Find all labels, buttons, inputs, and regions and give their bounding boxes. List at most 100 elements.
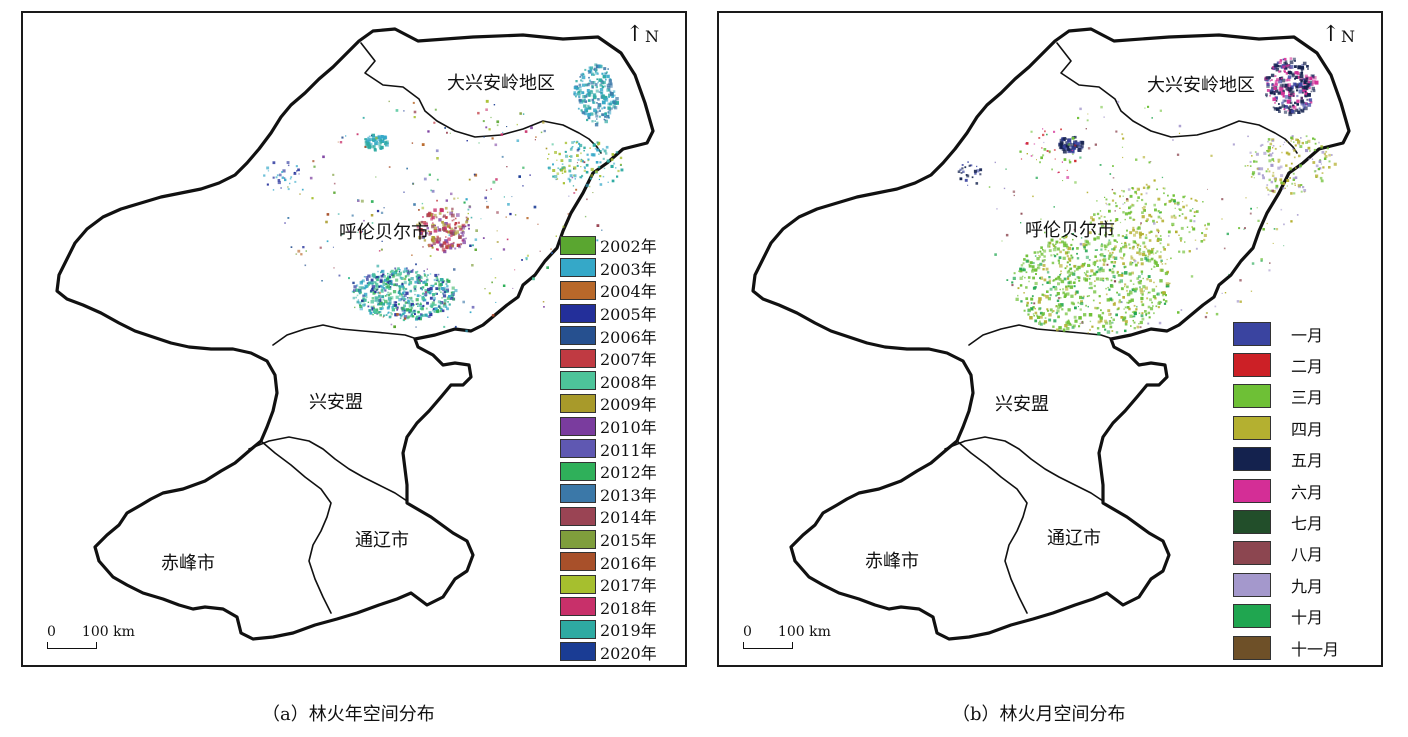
fire-point	[1059, 250, 1062, 254]
fire-point	[1055, 243, 1057, 245]
fire-point	[380, 211, 384, 214]
fire-point	[1178, 214, 1181, 217]
fire-point	[1059, 264, 1063, 268]
fire-point	[973, 169, 977, 173]
fire-point	[1088, 259, 1091, 261]
fire-point	[1142, 253, 1146, 257]
fire-point	[543, 129, 546, 133]
fire-point	[379, 284, 383, 288]
fire-point	[1269, 142, 1273, 146]
fire-point	[1106, 233, 1108, 235]
fire-point	[284, 177, 286, 179]
fire-point	[431, 301, 435, 305]
fire-point	[1321, 150, 1325, 154]
fire-point	[444, 206, 448, 210]
fire-point	[604, 112, 607, 115]
fire-point	[423, 239, 427, 242]
fire-point	[305, 250, 307, 252]
fire-point	[1126, 306, 1130, 309]
fire-point	[421, 235, 425, 239]
fire-point	[1297, 110, 1301, 114]
fire-point	[437, 300, 441, 304]
fire-point	[472, 244, 474, 247]
fire-point	[368, 138, 372, 141]
fire-point	[451, 294, 453, 296]
fire-point	[591, 120, 594, 123]
fire-point	[1140, 222, 1142, 225]
fire-point	[1300, 72, 1303, 75]
fire-point	[363, 276, 366, 278]
daxinganling-boundary	[1056, 42, 1298, 154]
fire-point	[457, 221, 460, 224]
fire-point	[411, 142, 414, 144]
fire-point	[1045, 267, 1049, 271]
fire-point	[389, 275, 392, 278]
fire-point	[607, 106, 611, 110]
fire-point	[588, 185, 591, 188]
fire-point	[423, 270, 425, 272]
fire-point	[1291, 135, 1294, 138]
fire-point	[287, 164, 290, 167]
fire-point	[394, 303, 398, 307]
fire-point	[596, 121, 599, 124]
fire-point	[1062, 249, 1065, 252]
fire-point	[1099, 254, 1101, 256]
fire-point	[602, 175, 605, 178]
fire-point	[1088, 277, 1091, 280]
fire-point	[442, 223, 446, 227]
fire-point	[1026, 301, 1029, 305]
fire-point	[429, 286, 433, 291]
fire-point	[1282, 89, 1285, 92]
fire-point	[1110, 224, 1114, 227]
fire-point	[1141, 215, 1145, 219]
fire-point	[1253, 160, 1256, 163]
fire-point	[403, 277, 407, 281]
fire-point	[422, 281, 425, 284]
fire-point	[589, 66, 594, 70]
fire-point	[1268, 170, 1271, 173]
fire-point	[1036, 257, 1040, 261]
legend-item: 2018年	[560, 596, 657, 619]
fire-point	[400, 313, 403, 317]
fire-point	[1138, 188, 1140, 191]
fire-point	[576, 91, 581, 96]
fire-point	[1283, 110, 1288, 114]
fire-point	[1030, 155, 1033, 157]
fire-point	[601, 229, 603, 231]
fire-point	[1210, 154, 1213, 157]
fire-point	[1289, 91, 1294, 96]
fire-point	[1138, 281, 1142, 285]
fire-point	[594, 63, 598, 67]
fire-point	[1184, 241, 1186, 243]
fire-point	[1094, 255, 1097, 258]
fire-point	[1044, 231, 1046, 234]
scale-label: 100 km	[777, 624, 831, 640]
fire-point	[416, 226, 420, 229]
fire-point	[1065, 144, 1069, 148]
fire-point	[379, 297, 382, 299]
fire-point	[488, 292, 491, 295]
fire-point	[1124, 322, 1128, 326]
fire-point	[319, 246, 322, 249]
region-label-hinggan: 兴安盟	[309, 392, 363, 413]
fire-point	[582, 92, 585, 94]
fire-point	[287, 186, 289, 188]
fire-point	[526, 217, 529, 220]
fire-point	[381, 269, 385, 273]
fire-point	[1305, 141, 1308, 144]
fire-point	[604, 115, 606, 118]
fire-point	[366, 278, 369, 281]
fire-point	[418, 303, 422, 307]
fire-point	[415, 298, 419, 302]
fire-point	[454, 247, 457, 250]
fire-point	[609, 92, 614, 96]
legend-label: 2019年	[600, 621, 657, 641]
fire-point	[598, 109, 601, 112]
fire-point	[1145, 313, 1148, 315]
fire-point	[434, 108, 437, 111]
fire-point	[1065, 285, 1068, 288]
fire-point	[333, 182, 336, 185]
fire-point	[1269, 94, 1271, 97]
fire-point	[1288, 107, 1290, 110]
fire-point	[1034, 281, 1038, 286]
